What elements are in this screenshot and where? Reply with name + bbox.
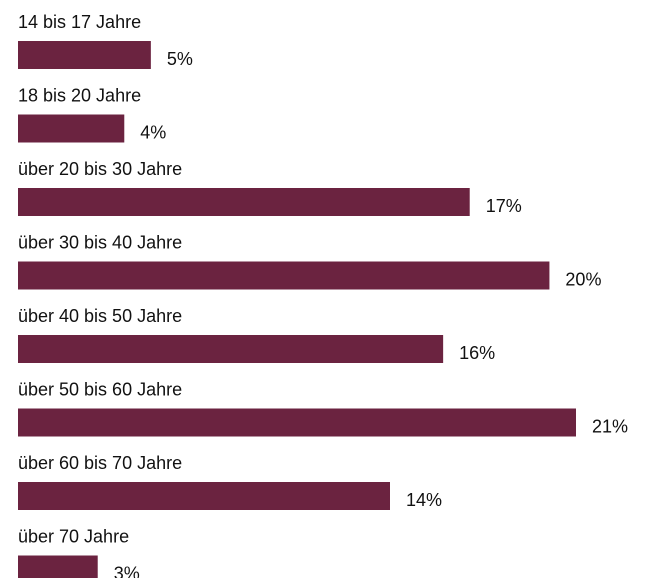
category-label: über 70 Jahre [18,526,129,546]
category-label: 18 bis 20 Jahre [18,85,141,105]
category-label: über 40 bis 50 Jahre [18,306,182,326]
bar [18,408,576,437]
category-label: über 60 bis 70 Jahre [18,453,182,473]
category-label: über 30 bis 40 Jahre [18,232,182,252]
category-label: über 50 bis 60 Jahre [18,379,182,399]
bar [18,555,98,578]
value-label: 21% [592,416,628,436]
bar [18,114,125,143]
value-label: 14% [406,490,442,510]
value-label: 5% [167,49,193,69]
bar [18,482,390,510]
value-label: 20% [565,269,601,289]
bar [18,261,550,290]
bar [18,335,444,363]
value-label: 4% [140,122,166,142]
category-label: 14 bis 17 Jahre [18,12,141,32]
category-label: über 20 bis 30 Jahre [18,159,182,179]
bar [18,188,470,216]
value-label: 3% [114,563,140,578]
value-label: 17% [486,196,522,216]
bar [18,41,151,69]
value-label: 16% [459,343,495,363]
